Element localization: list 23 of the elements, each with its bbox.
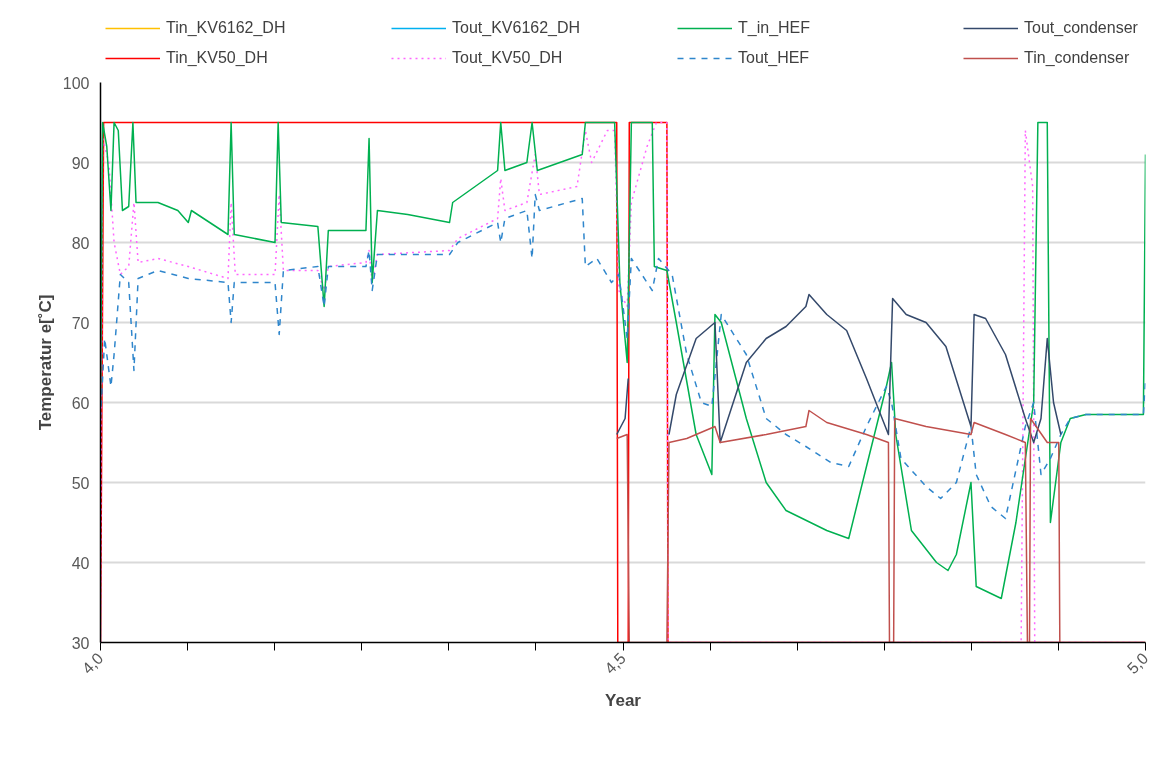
line-series <box>615 409 1061 643</box>
y-tick-label: 60 <box>71 394 90 412</box>
legend-label: Tin_KV6162_DH <box>166 19 287 37</box>
legend-label: Tin_condenser <box>1024 49 1131 67</box>
y-tick-label: 30 <box>71 634 90 652</box>
legend-label: Tout_condenser <box>1024 19 1139 37</box>
x-axis-title: Year <box>605 691 642 711</box>
y-axis-title: Temperatur e[˚C] <box>35 294 55 431</box>
legend-label: Tout_KV50_DH <box>452 49 564 67</box>
y-tick-label: 80 <box>71 234 90 252</box>
legend-label: Tout_KV6162_DH <box>452 19 582 37</box>
y-tick-label: 90 <box>71 154 90 172</box>
legend-label: T_in_HEF <box>738 19 812 37</box>
legend-label: Tout_HEF <box>738 49 811 67</box>
y-tick-label: 50 <box>71 474 90 492</box>
x-tick-label: 4,0 <box>78 649 107 678</box>
y-tick-label: 100 <box>62 74 90 92</box>
legend-label: Tin_KV50_DH <box>166 49 269 67</box>
x-tick-label: 5,0 <box>1123 649 1152 678</box>
y-tick-label: 40 <box>71 554 90 572</box>
y-tick-label: 70 <box>71 314 90 332</box>
x-tick-label: 4,5 <box>601 649 630 678</box>
line-series <box>100 193 1146 520</box>
